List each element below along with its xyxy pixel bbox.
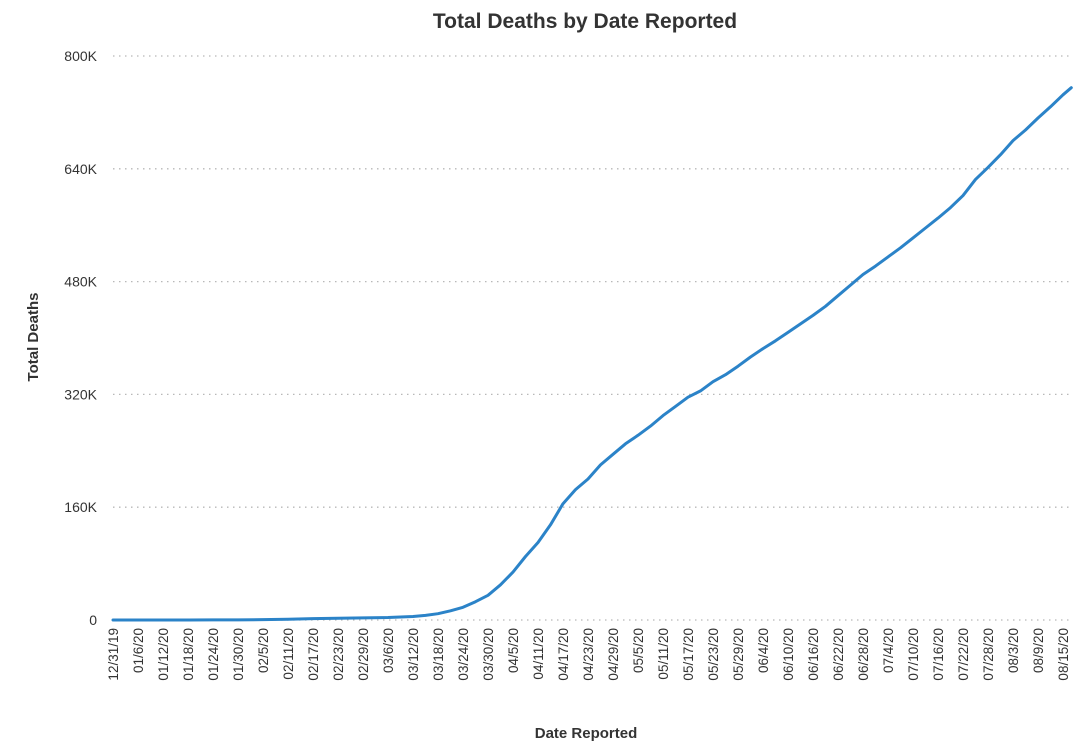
x-tick-label-33: 07/16/20 — [931, 628, 946, 681]
x-tick-label-14: 03/24/20 — [456, 628, 471, 681]
x-tick-label-37: 08/9/20 — [1031, 628, 1046, 673]
x-tick-label-2: 01/12/20 — [156, 628, 171, 681]
x-tick-label-29: 06/22/20 — [831, 628, 846, 681]
x-tick-label-6: 02/5/20 — [256, 628, 271, 673]
y-tick-label-3: 480K — [64, 274, 97, 290]
x-tick-label-35: 07/28/20 — [981, 628, 996, 681]
x-tick-label-1: 01/6/20 — [131, 628, 146, 673]
x-tick-label-16: 04/5/20 — [506, 628, 521, 673]
x-tick-label-28: 06/16/20 — [806, 628, 821, 681]
y-tick-label-1: 160K — [64, 499, 97, 515]
x-tick-label-5: 01/30/20 — [231, 628, 246, 681]
x-tick-label-34: 07/22/20 — [956, 628, 971, 681]
x-tick-label-30: 06/28/20 — [856, 628, 871, 681]
y-tick-label-4: 640K — [64, 161, 97, 177]
x-tick-label-25: 05/29/20 — [731, 628, 746, 681]
x-tick-label-11: 03/6/20 — [381, 628, 396, 673]
x-tick-label-32: 07/10/20 — [906, 628, 921, 681]
x-tick-label-38: 08/15/20 — [1056, 628, 1071, 681]
x-tick-label-21: 05/5/20 — [631, 628, 646, 673]
total-deaths-line — [111, 86, 1073, 622]
x-tick-label-3: 01/18/20 — [181, 628, 196, 681]
x-tick-label-24: 05/23/20 — [706, 628, 721, 681]
y-tick-label-0: 0 — [89, 612, 97, 628]
x-tick-label-10: 02/29/20 — [356, 628, 371, 681]
x-tick-label-9: 02/23/20 — [331, 628, 346, 681]
x-tick-label-0: 12/31/19 — [106, 628, 121, 681]
x-tick-label-22: 05/11/20 — [656, 628, 671, 680]
x-tick-label-4: 01/24/20 — [206, 628, 221, 681]
x-tick-label-23: 05/17/20 — [681, 628, 696, 681]
y-tick-label-5: 800K — [64, 48, 97, 64]
x-tick-label-15: 03/30/20 — [481, 628, 496, 681]
x-tick-label-17: 04/11/20 — [531, 628, 546, 680]
x-tick-label-13: 03/18/20 — [431, 628, 446, 681]
y-axis-title: Total Deaths — [25, 293, 42, 382]
x-tick-label-7: 02/11/20 — [281, 628, 296, 680]
x-tick-label-31: 07/4/20 — [881, 628, 896, 673]
x-tick-label-26: 06/4/20 — [756, 628, 771, 673]
x-axis-title: Date Reported — [535, 725, 638, 742]
y-tick-labels: 0 160K 320K 480K 640K 800K — [64, 48, 97, 628]
x-tick-label-19: 04/23/20 — [581, 628, 596, 681]
x-tick-labels: 12/31/19 01/6/20 01/12/20 01/18/20 01/24/20 0… — [106, 628, 1071, 681]
y-tick-label-2: 320K — [64, 386, 97, 402]
chart-title: Total Deaths by Date Reported — [433, 10, 737, 33]
x-tick-label-8: 02/17/20 — [306, 628, 321, 681]
gridlines — [113, 55, 1071, 621]
x-tick-label-36: 08/3/20 — [1006, 628, 1021, 673]
x-tick-label-12: 03/12/20 — [406, 628, 421, 681]
x-tick-label-18: 04/17/20 — [556, 628, 571, 681]
x-tick-label-27: 06/10/20 — [781, 628, 796, 681]
x-tick-label-20: 04/29/20 — [606, 628, 621, 681]
